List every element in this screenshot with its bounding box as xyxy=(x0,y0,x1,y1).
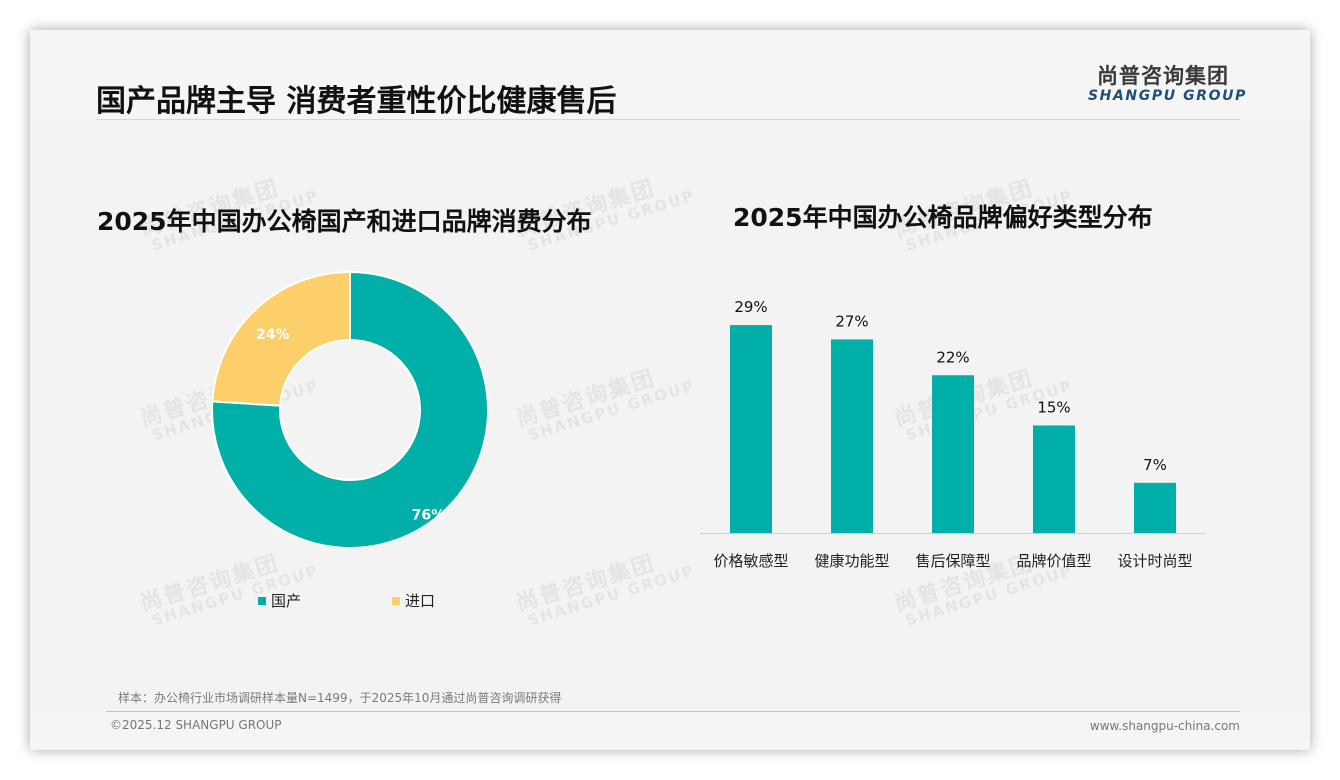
bar-category-label: 健康功能型 xyxy=(814,552,889,570)
donut-slice-1 xyxy=(211,270,351,407)
slide: 尚普咨询集团 SHANGPU GROUP 尚普咨询集团 SHANGPU GROUP … xyxy=(30,30,1310,750)
donut-chart: 76% 24% xyxy=(211,270,489,549)
legend-swatch-teal xyxy=(258,596,266,605)
bar-data-label: 22% xyxy=(936,348,969,366)
bar-3 xyxy=(1033,425,1075,533)
logo-cn-text: 尚普咨询集团 xyxy=(1097,64,1229,88)
page-title: 国产品牌主导 消费者重性价比健康售后 xyxy=(96,84,617,119)
donut-chart-title: 2025年中国办公椅国产和进口品牌消费分布 xyxy=(97,207,592,236)
bar-2 xyxy=(932,375,974,533)
bar-chart-title: 2025年中国办公椅品牌偏好类型分布 xyxy=(733,203,1153,232)
bar-1 xyxy=(831,339,873,533)
bar-data-label: 15% xyxy=(1037,398,1070,416)
copyright: ©2025.12 SHANGPU GROUP xyxy=(110,718,282,732)
bar-category-label: 设计时尚型 xyxy=(1117,552,1192,570)
legend-label: 国产 xyxy=(271,592,302,610)
footer-band xyxy=(30,712,1310,750)
title-divider xyxy=(96,119,1240,120)
bar-0 xyxy=(730,325,772,533)
website-link[interactable]: www.shangpu-china.com xyxy=(1089,719,1240,733)
donut-data-label: 76% xyxy=(412,508,446,524)
donut-data-label: 24% xyxy=(256,327,290,343)
company-logo: 尚普咨询集团 SHANGPU GROUP xyxy=(1088,64,1247,104)
bar-category-label: 售后保障型 xyxy=(915,552,990,570)
legend-swatch-yellow xyxy=(392,596,400,605)
bar-data-label: 7% xyxy=(1143,456,1167,474)
sample-note: 样本：办公椅行业市场调研样本量N=1499，于2025年10月通过尚普咨询调研获… xyxy=(118,691,562,705)
header-band xyxy=(30,30,1310,120)
bar-4 xyxy=(1134,482,1176,533)
bar-data-label: 27% xyxy=(835,312,868,330)
bar-data-label: 29% xyxy=(734,298,767,316)
bar-category-label: 品牌价值型 xyxy=(1016,552,1091,570)
footer-divider xyxy=(106,711,1240,712)
legend-item-import: 进口 xyxy=(392,590,435,611)
bar-chart: 29% 价格敏感型 27% 健康功能型 22% 售后保障型 15% 品牌价值型 7% 设计时尚型 xyxy=(700,298,1206,570)
donut-slice-0 xyxy=(211,270,489,549)
legend-label: 进口 xyxy=(405,592,436,610)
legend-item-domestic: 国产 xyxy=(258,590,301,611)
bar-category-label: 价格敏感型 xyxy=(713,552,788,570)
logo-en-text: SHANGPU GROUP xyxy=(1088,88,1247,104)
